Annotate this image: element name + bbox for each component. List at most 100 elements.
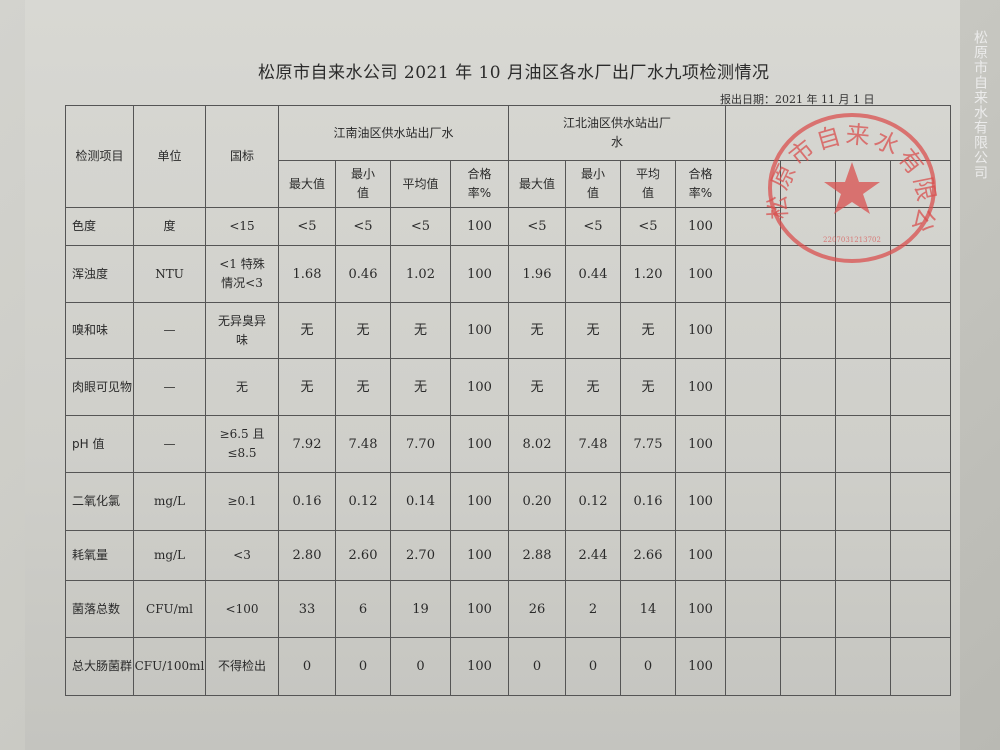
value-cell: 100: [450, 207, 509, 246]
standard: 无异臭异味: [205, 302, 279, 359]
unit: 度: [133, 207, 206, 246]
unit: CFU/100ml: [133, 637, 206, 696]
value-cell: 无: [565, 358, 621, 416]
company-seal: 松原市自来水有限公司 2207031213702: [764, 110, 938, 263]
value-cell: 2.70: [390, 530, 451, 581]
empty-cell: [780, 245, 836, 303]
empty-cell: [890, 472, 951, 531]
empty-cell: [890, 245, 951, 303]
value-cell: <5: [390, 207, 451, 246]
value-cell: 7.70: [390, 415, 451, 473]
value-cell: 100: [450, 472, 509, 531]
item-name: 总大肠菌群: [65, 637, 134, 696]
value-cell: 2.60: [335, 530, 391, 581]
value-cell: 0.44: [565, 245, 621, 303]
empty-cell: [780, 415, 836, 473]
item-name: 二氧化氯: [65, 472, 134, 531]
value-cell: 0.12: [565, 472, 621, 531]
value-cell: 2.88: [508, 530, 566, 581]
standard: <15: [205, 207, 279, 246]
standard: 无: [205, 358, 279, 416]
standard: <3: [205, 530, 279, 581]
empty-cell: [725, 207, 781, 246]
value-cell: 6: [335, 580, 391, 638]
value-cell: 0: [390, 637, 451, 696]
value-cell: 0.12: [335, 472, 391, 531]
unit: NTU: [133, 245, 206, 303]
standard: <1 特殊情况<3: [205, 245, 279, 303]
table-row: 肉眼可见物 — 无无无无 100 无无无 100: [65, 358, 951, 416]
table-row: pH 值 — ≥6.5 且≤8.5 7.92 7.48 7.70 100 8.02 7.48 7.…: [65, 415, 951, 473]
value-cell: 无: [565, 302, 621, 359]
value-cell: 1.68: [278, 245, 336, 303]
empty-cell: [890, 637, 951, 696]
subheader-cell: 合格率%: [675, 160, 726, 208]
value-cell: 1.96: [508, 245, 566, 303]
value-cell: 7.48: [565, 415, 621, 473]
value-cell: 无: [335, 358, 391, 416]
value-cell: 0: [335, 637, 391, 696]
empty-cell: [890, 415, 951, 473]
value-cell: 无: [390, 302, 451, 359]
value-cell: 0: [278, 637, 336, 696]
empty-cell: [725, 415, 781, 473]
value-cell: 无: [278, 302, 336, 359]
value-cell: 100: [675, 245, 726, 303]
empty-cell: [725, 472, 781, 531]
value-cell: 100: [450, 637, 509, 696]
empty-cell: [780, 637, 836, 696]
empty-cell: [890, 530, 951, 581]
value-cell: 7.48: [335, 415, 391, 473]
star-icon: [824, 162, 880, 214]
document-title: 松原市自来水公司 2021 年 10 月油区各水厂出厂水九项检测情况: [258, 63, 770, 83]
table-row: 浑浊度 NTU <1 特殊情况<3 1.68 0.46 1.02 100 1.96 0.44 1.…: [65, 245, 951, 303]
standard: <100: [205, 580, 279, 638]
value-cell: 2.66: [620, 530, 676, 581]
unit: mg/L: [133, 472, 206, 531]
value-cell: 7.75: [620, 415, 676, 473]
empty-cell: [835, 415, 891, 473]
empty-cell: [835, 637, 891, 696]
table-row: 二氧化氯 mg/L ≥0.1 0.16 0.12 0.14 100 0.20 0.12 0.16 1…: [65, 472, 951, 531]
unit: CFU/ml: [133, 580, 206, 638]
value-cell: 0.20: [508, 472, 566, 531]
value-cell: 100: [450, 245, 509, 303]
value-cell: <5: [620, 207, 676, 246]
header-item: 检测项目: [65, 105, 134, 208]
report-date: 报出日期：2021 年 11 月 1 日: [720, 93, 875, 106]
value-cell: <5: [508, 207, 566, 246]
empty-cell: [890, 302, 951, 359]
item-name: 菌落总数: [65, 580, 134, 638]
value-cell: 2: [565, 580, 621, 638]
subheader-cell: 合格率%: [450, 160, 509, 208]
value-cell: 无: [390, 358, 451, 416]
subheader-cell: 平均值: [620, 160, 676, 208]
value-cell: 100: [675, 530, 726, 581]
value-cell: 33: [278, 580, 336, 638]
subheader-cell: 最小值: [565, 160, 621, 208]
value-cell: 26: [508, 580, 566, 638]
empty-cell: [835, 302, 891, 359]
unit: —: [133, 358, 206, 416]
watermark: 松原市自来水有限公司: [972, 30, 988, 180]
value-cell: 无: [508, 358, 566, 416]
subheader-cell: 最大值: [508, 160, 566, 208]
value-cell: 0: [565, 637, 621, 696]
value-cell: 100: [675, 580, 726, 638]
table-row: 色度度 <15 <5 <5 <5 100 <5 <5 <5 100: [65, 207, 951, 246]
unit: mg/L: [133, 530, 206, 581]
item-name: 嗅和味: [65, 302, 134, 359]
table-row: 耗氧量 mg/L <3 2.80 2.60 2.70 100 2.88 2.44 2.66 100: [65, 530, 951, 581]
value-cell: 0.14: [390, 472, 451, 531]
standard: ≥6.5 且≤8.5: [205, 415, 279, 473]
item-name: pH 值: [65, 415, 134, 473]
empty-cell: [835, 358, 891, 416]
empty-cell: [890, 580, 951, 638]
empty-cell: [780, 530, 836, 581]
unit: —: [133, 415, 206, 473]
value-cell: 0.46: [335, 245, 391, 303]
empty-cell: [835, 530, 891, 581]
value-cell: 100: [675, 637, 726, 696]
value-cell: <5: [335, 207, 391, 246]
value-cell: 100: [675, 415, 726, 473]
